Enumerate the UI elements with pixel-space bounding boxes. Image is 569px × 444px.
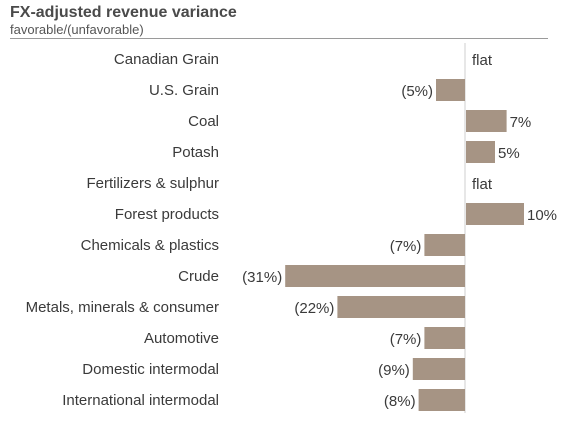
- bar: [285, 265, 465, 287]
- bar: [466, 110, 507, 132]
- category-label: Metals, minerals & consumer: [26, 299, 219, 316]
- chart-subtitle: favorable/(unfavorable): [10, 22, 144, 37]
- bar: [466, 203, 524, 225]
- category-label: Fertilizers & sulphur: [86, 175, 219, 192]
- category-label: Canadian Grain: [114, 51, 219, 68]
- category-label: Chemicals & plastics: [81, 237, 219, 254]
- data-label: 5%: [498, 145, 520, 162]
- category-label: U.S. Grain: [149, 82, 219, 99]
- data-label: (5%): [401, 83, 433, 100]
- bar: [466, 141, 495, 163]
- bar: [337, 296, 465, 318]
- category-label: International intermodal: [62, 392, 219, 409]
- bar: [418, 389, 465, 411]
- category-label: Crude: [178, 268, 219, 285]
- data-label: 10%: [527, 207, 557, 224]
- data-label: (31%): [242, 269, 282, 286]
- data-label: (9%): [378, 362, 410, 379]
- category-label: Domestic intermodal: [82, 361, 219, 378]
- bar: [436, 79, 465, 101]
- category-label: Potash: [172, 144, 219, 161]
- category-label: Forest products: [115, 206, 219, 223]
- data-label: (7%): [390, 238, 422, 255]
- data-label: (22%): [294, 300, 334, 317]
- bar: [424, 327, 465, 349]
- category-label: Coal: [188, 113, 219, 130]
- data-label: (7%): [390, 331, 422, 348]
- bar: [424, 234, 465, 256]
- data-label: (8%): [384, 393, 416, 410]
- data-label: flat: [472, 52, 493, 69]
- title-divider: [10, 38, 548, 39]
- category-label: Automotive: [144, 330, 219, 347]
- data-label: flat: [472, 176, 493, 193]
- data-label: 7%: [510, 114, 532, 131]
- chart-title: FX-adjusted revenue variance: [10, 4, 237, 21]
- bar: [412, 358, 465, 380]
